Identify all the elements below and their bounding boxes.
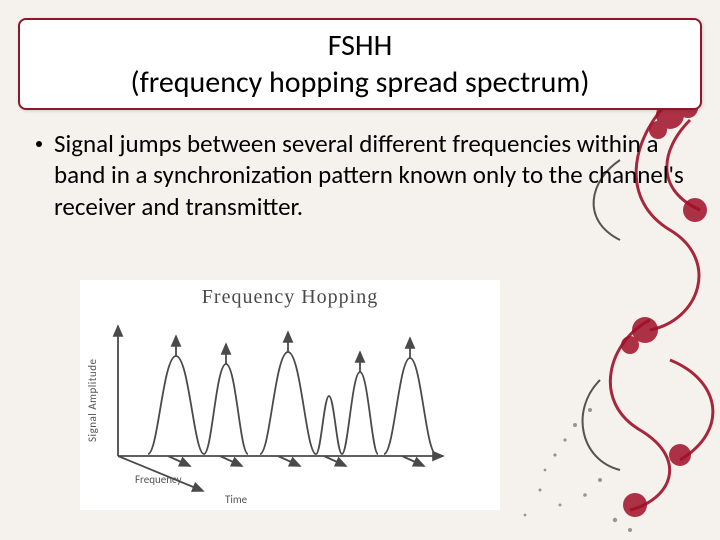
diagram-title: Frequency Hopping xyxy=(80,286,500,309)
diagram-chart xyxy=(108,316,488,501)
bullet-list: Signal jumps between several different f… xyxy=(36,128,684,222)
y-axis-label: Signal Amplitude xyxy=(86,335,99,465)
frequency-hopping-diagram: Frequency Hopping Signal Amplitude Frequ… xyxy=(80,280,500,510)
bullet-item: Signal jumps between several different f… xyxy=(36,128,684,222)
title-line-2: (frequency hopping spread spectrum) xyxy=(131,64,590,102)
bullet-text: Signal jumps between several different f… xyxy=(54,128,684,222)
bullet-marker xyxy=(36,141,42,147)
title-line-1: FSHH xyxy=(328,27,393,65)
title-box: FSHH (frequency hopping spread spectrum) xyxy=(18,18,702,110)
